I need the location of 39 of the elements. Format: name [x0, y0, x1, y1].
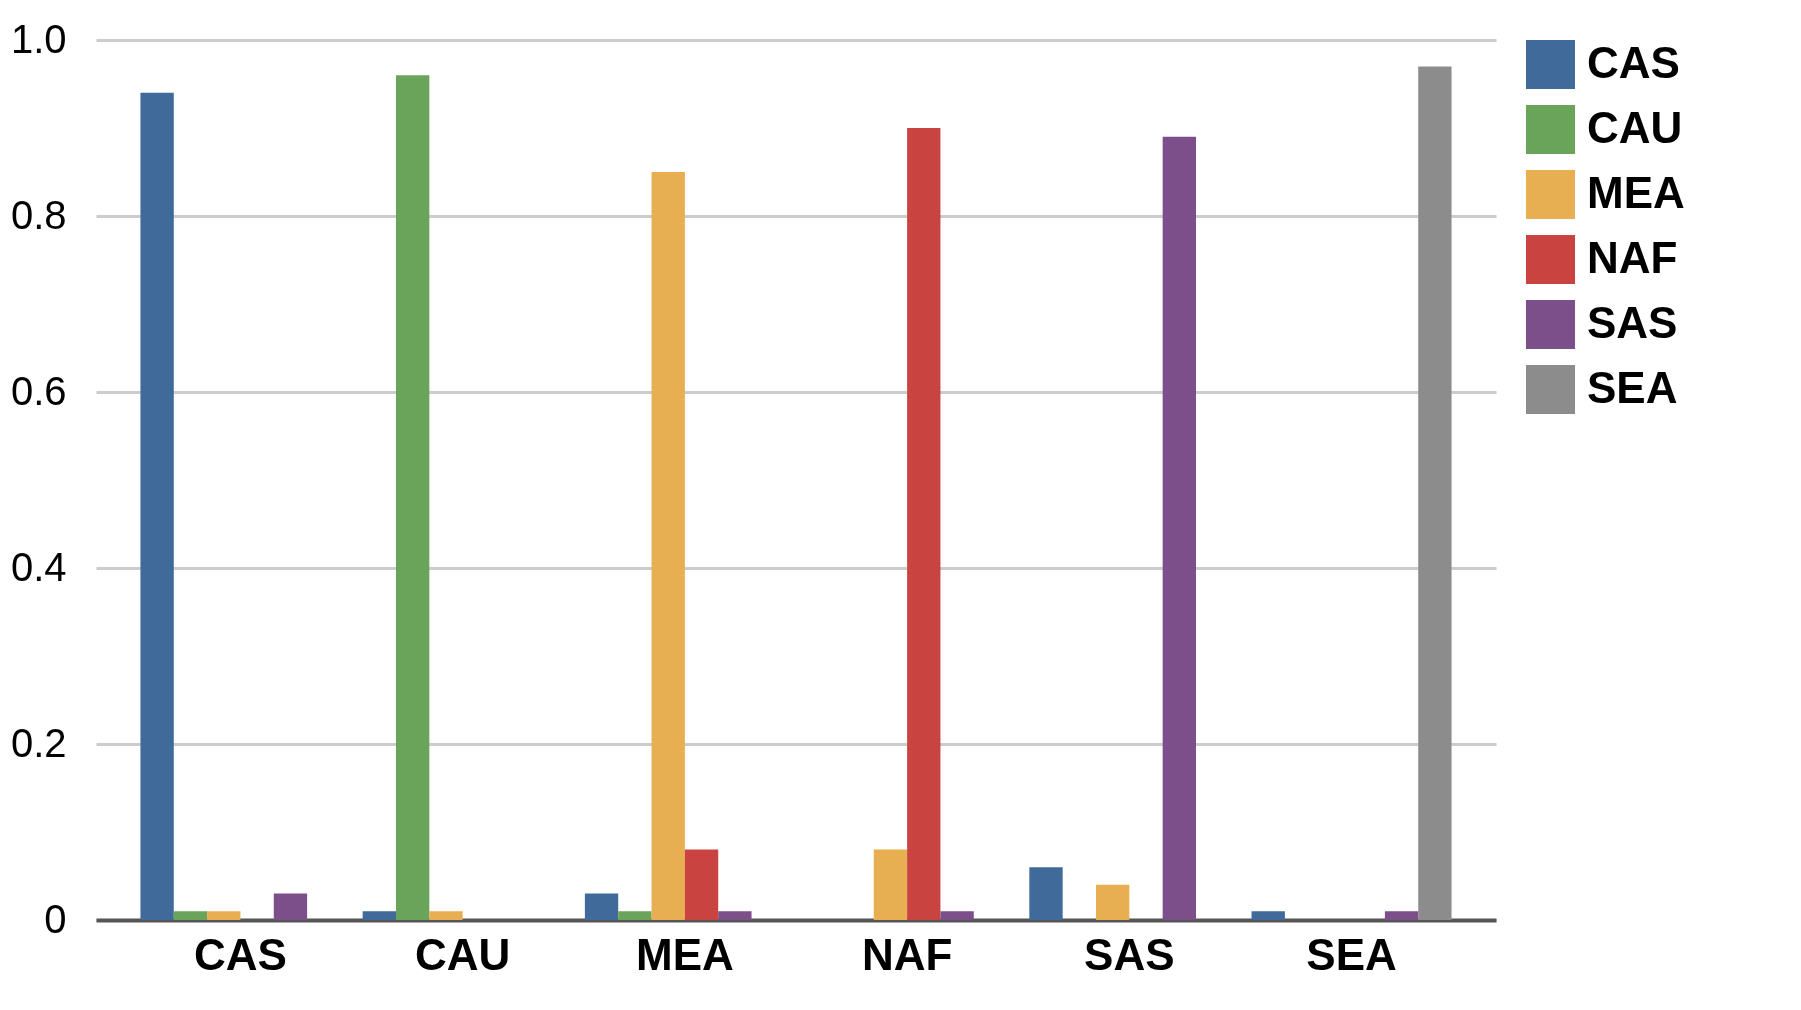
bar — [1251, 911, 1285, 920]
x-tick-label: SEA — [1306, 929, 1397, 979]
x-tick-label: NAF — [861, 929, 953, 979]
bar — [651, 172, 685, 920]
legend-label: SAS — [1587, 297, 1678, 347]
bar — [362, 911, 396, 920]
legend-label: SEA — [1587, 362, 1678, 412]
bar — [684, 849, 719, 920]
bar — [396, 75, 430, 920]
x-tick-label: SAS — [1084, 929, 1175, 979]
y-tick-label: 0 — [44, 896, 67, 941]
bar — [429, 911, 463, 920]
bar — [618, 911, 652, 920]
x-tick-label: CAU — [415, 929, 511, 979]
x-tick-label: CAS — [193, 929, 287, 979]
y-tick-label: 0.4 — [10, 544, 67, 589]
bar — [907, 128, 941, 920]
y-tick-label: 0.8 — [10, 192, 67, 237]
legend-label: NAF — [1587, 232, 1678, 282]
bar — [1418, 66, 1452, 920]
bar — [207, 911, 241, 920]
legend-label: CAU — [1587, 102, 1683, 152]
bar — [1384, 911, 1419, 920]
y-tick-label: 0.6 — [10, 368, 67, 413]
bar — [584, 893, 619, 920]
bar — [173, 911, 208, 920]
bar — [140, 92, 174, 920]
bar — [718, 911, 752, 920]
y-tick-label: 0.2 — [10, 720, 67, 765]
y-tick-label: 1.0 — [10, 16, 67, 61]
bar — [1162, 136, 1196, 920]
legend-label: MEA — [1587, 167, 1685, 217]
bar — [273, 893, 308, 920]
bar — [873, 849, 908, 920]
x-tick-label: MEA — [636, 929, 734, 979]
bar — [1096, 884, 1130, 920]
bar — [1029, 867, 1063, 920]
bar — [940, 911, 974, 920]
legend-label: CAS — [1587, 37, 1680, 87]
